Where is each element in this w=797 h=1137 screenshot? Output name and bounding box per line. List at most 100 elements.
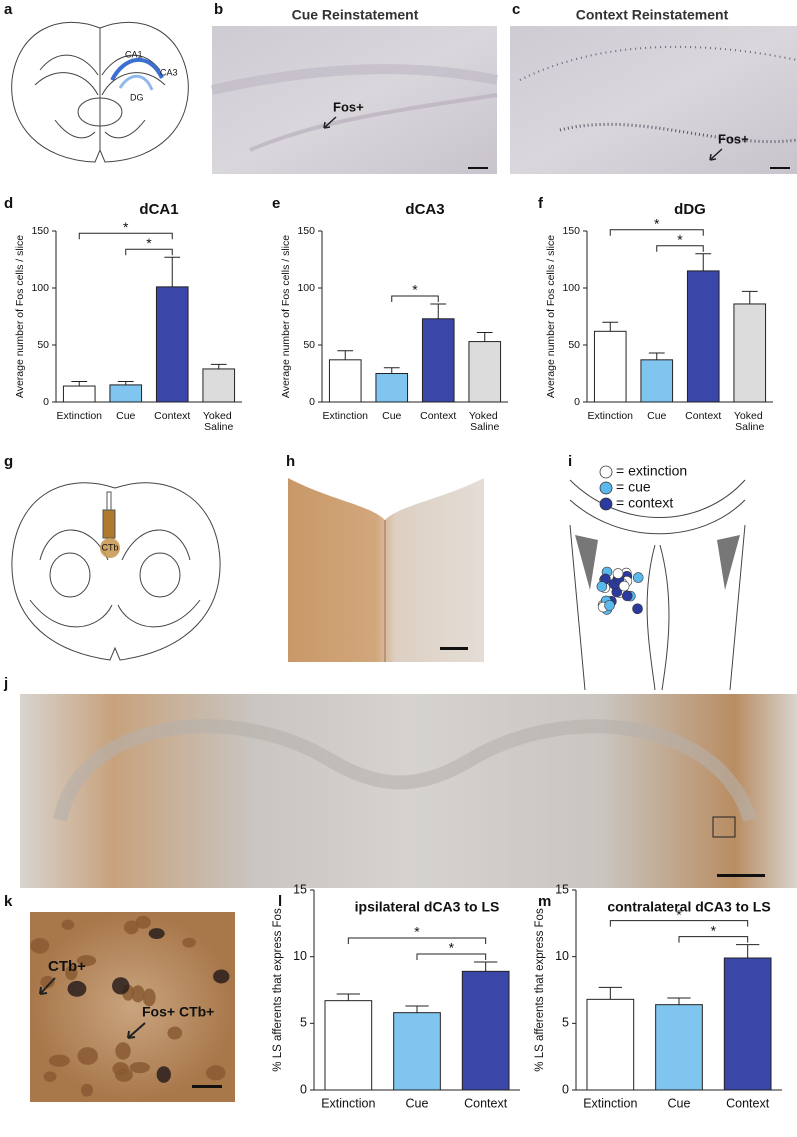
x-tick-label: Context: [685, 410, 721, 422]
placement-dot: [612, 568, 624, 579]
bar: [328, 359, 362, 403]
y-axis-label: Average number of Fos cells / slice: [14, 235, 26, 398]
y-tick-label: 15: [555, 882, 569, 896]
x-tick-label: Cue: [116, 410, 135, 422]
y-tick-label: 150: [31, 225, 49, 237]
cell: [135, 915, 151, 929]
annotation: Fos+: [718, 131, 749, 146]
significance-bracket: [347, 937, 487, 944]
legend-label: = cue: [616, 479, 651, 495]
cell: [112, 977, 130, 995]
y-tick-label: 0: [43, 396, 49, 408]
x-tick-label: Context: [464, 1096, 508, 1110]
panel-label: c: [512, 1, 520, 18]
placement-dot: [621, 590, 633, 602]
placement-dot: [618, 580, 630, 592]
bar: [155, 286, 189, 403]
significance-bracket: [656, 245, 704, 252]
panel-label: e: [272, 195, 280, 212]
cell: [61, 919, 75, 930]
bar: [723, 957, 772, 1091]
bar: [593, 330, 627, 403]
panel-label: g: [4, 453, 13, 470]
y-axis-label: Average number of Fos cells / slice: [280, 235, 292, 398]
cell: [40, 975, 55, 989]
bar: [109, 384, 143, 403]
y-tick-label: 10: [555, 949, 569, 963]
x-tick-label: Cue: [647, 410, 666, 422]
cell: [80, 1083, 94, 1097]
cell: [213, 969, 230, 984]
legend-swatch: [599, 497, 613, 511]
bar: [655, 1004, 703, 1091]
cell: [123, 920, 139, 935]
x-tick-label: Extinction: [322, 410, 368, 422]
y-axis-label: % LS afferents that express Fos: [534, 908, 546, 1072]
y-axis-label: Average number of Fos cells / slice: [545, 235, 557, 398]
panel-label: f: [538, 195, 544, 212]
significance-label: *: [412, 282, 418, 298]
significance-bracket: [609, 920, 749, 927]
x-tick-label: Cue: [382, 410, 401, 422]
x-tick-label: Yoked Saline: [469, 410, 501, 433]
y-tick-label: 50: [568, 339, 580, 351]
bar: [393, 1012, 441, 1091]
cell: [76, 955, 97, 967]
x-tick-label: Context: [726, 1096, 770, 1110]
chart-title: dCA1: [139, 201, 178, 218]
cell: [205, 1065, 226, 1081]
panel-label: b: [214, 1, 223, 18]
y-tick-label: 150: [562, 225, 580, 237]
significance-label: *: [146, 235, 152, 251]
chart-title: dDG: [674, 201, 706, 218]
panel-label: d: [4, 195, 13, 212]
y-tick-label: 100: [31, 282, 49, 294]
bar: [640, 359, 674, 403]
y-tick-label: 0: [574, 396, 580, 408]
injection-label: CTb: [101, 542, 118, 552]
annotation: CTb+: [48, 958, 86, 975]
image-title: Cue Reinstatement: [292, 7, 419, 23]
bar: [324, 1000, 373, 1091]
cell: [156, 1066, 171, 1083]
x-tick-label: Cue: [668, 1096, 691, 1110]
cell: [142, 988, 156, 1007]
placement-dot: [596, 581, 608, 592]
placement-dot: [632, 572, 644, 583]
panel-label: k: [4, 893, 13, 910]
x-tick-label: Extinction: [583, 1096, 637, 1110]
cell: [115, 1042, 131, 1060]
cell: [30, 938, 50, 954]
bar: [733, 303, 767, 403]
cell: [148, 928, 165, 939]
significance-bracket: [416, 953, 487, 960]
bar: [468, 341, 502, 403]
schematic-i: [569, 479, 746, 691]
legend-label: = extinction: [616, 463, 687, 479]
cell: [115, 1068, 133, 1082]
x-tick-label: Cue: [406, 1096, 429, 1110]
cell: [182, 937, 196, 948]
significance-bracket: [609, 229, 704, 236]
panel-label: m: [538, 893, 551, 910]
significance-label: *: [123, 219, 129, 235]
y-tick-label: 0: [309, 396, 315, 408]
cell: [131, 985, 145, 1003]
placement-dot: [632, 603, 643, 615]
bar: [421, 318, 455, 403]
significance-label: *: [677, 232, 683, 248]
panel-label: j: [3, 675, 8, 692]
chart-title: ipsilateral dCA3 to LS: [355, 899, 500, 915]
chart-title: contralateral dCA3 to LS: [607, 899, 770, 915]
x-tick-label: Context: [420, 410, 456, 422]
image-title: Context Reinstatement: [576, 7, 729, 23]
y-tick-label: 15: [293, 882, 307, 896]
significance-label: *: [654, 216, 660, 232]
schematic-g: CTb: [11, 482, 221, 661]
cell: [129, 1061, 150, 1074]
y-tick-label: 5: [562, 1016, 569, 1030]
cell: [77, 1047, 99, 1065]
x-tick-label: Extinction: [321, 1096, 375, 1110]
panel-label: h: [286, 453, 295, 470]
